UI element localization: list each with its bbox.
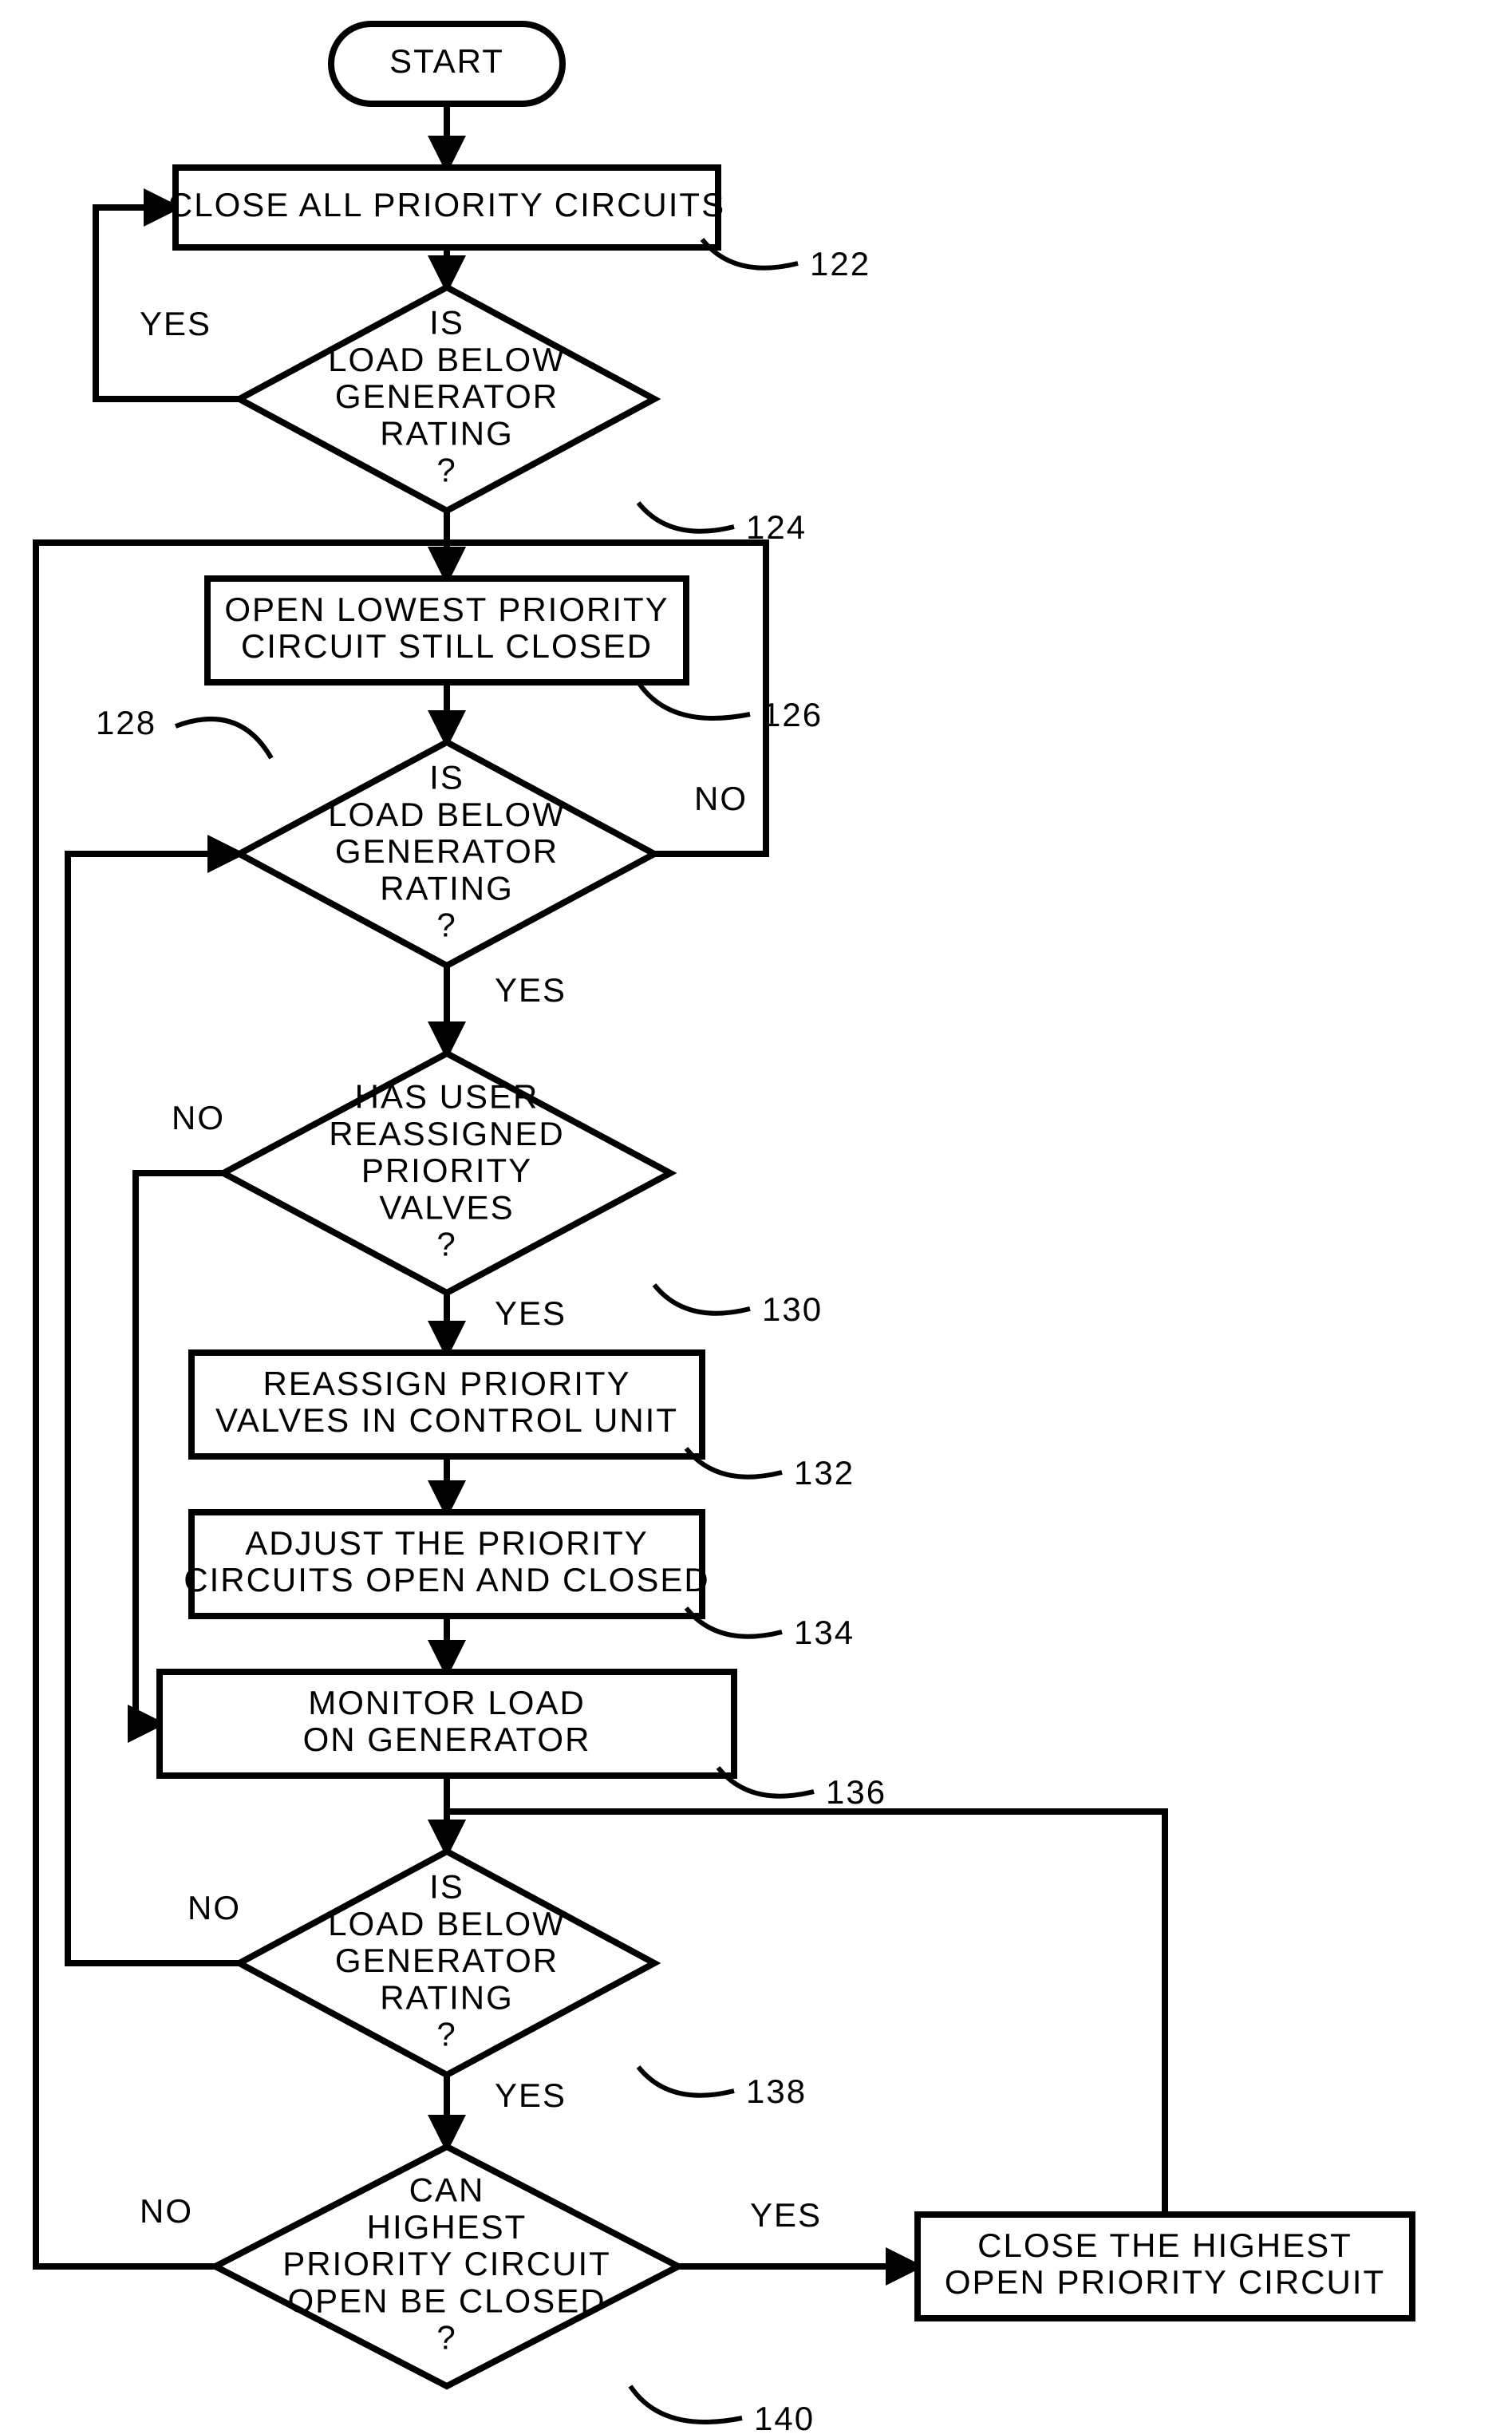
svg-text:VALVES: VALVES — [379, 1188, 514, 1226]
svg-text:REASSIGN PRIORITY: REASSIGN PRIORITY — [263, 1365, 630, 1402]
edge-label-e3: YES — [140, 305, 211, 342]
node-n138: ISLOAD BELOWGENERATORRATING? — [239, 1851, 654, 2075]
edge-label-e9: YES — [495, 1294, 567, 1332]
svg-text:OPEN BE CLOSED: OPEN BE CLOSED — [287, 2282, 606, 2319]
ref-label-n130: 130 — [762, 1290, 823, 1328]
edge-label-e8: NO — [172, 1099, 225, 1136]
svg-text:CLOSE THE HIGHEST: CLOSE THE HIGHEST — [977, 2227, 1352, 2264]
node-n124: ISLOAD BELOWGENERATORRATING? — [239, 287, 654, 511]
svg-text:HAS USER: HAS USER — [355, 1078, 539, 1116]
ref-label-n140: 140 — [754, 2400, 815, 2434]
svg-text:IS: IS — [429, 759, 464, 796]
ref-label-n132: 132 — [794, 1454, 855, 1492]
svg-text:?: ? — [436, 906, 456, 943]
svg-text:PRIORITY CIRCUIT: PRIORITY CIRCUIT — [282, 2245, 611, 2282]
svg-text:VALVES IN CONTROL UNIT: VALVES IN CONTROL UNIT — [215, 1401, 678, 1439]
svg-text:LOAD BELOW: LOAD BELOW — [328, 341, 566, 378]
svg-text:CIRCUIT STILL CLOSED: CIRCUIT STILL CLOSED — [241, 627, 653, 665]
edge-label-e7: YES — [495, 971, 567, 1009]
edge-label-e15: NO — [140, 2192, 193, 2230]
ref-label-n128: 128 — [96, 704, 156, 741]
svg-text:PRIORITY: PRIORITY — [361, 1152, 532, 1189]
node-n122: CLOSE ALL PRIORITY CIRCUITS — [168, 168, 725, 247]
svg-text:GENERATOR: GENERATOR — [335, 832, 559, 870]
node-start: START — [331, 24, 563, 104]
svg-text:?: ? — [436, 2318, 456, 2356]
ref-label-n138: 138 — [746, 2072, 807, 2110]
svg-text:CAN: CAN — [409, 2171, 485, 2209]
svg-text:REASSIGNED: REASSIGNED — [329, 1115, 564, 1152]
node-n126: OPEN LOWEST PRIORITYCIRCUIT STILL CLOSED — [207, 579, 686, 682]
svg-text:HIGHEST: HIGHEST — [367, 2208, 527, 2246]
svg-text:MONITOR LOAD: MONITOR LOAD — [308, 1684, 586, 1721]
edge-label-e13: NO — [188, 1889, 241, 1926]
svg-text:GENERATOR: GENERATOR — [335, 1942, 559, 1979]
svg-text:IS: IS — [429, 304, 464, 342]
ref-label-n134: 134 — [794, 1614, 855, 1651]
svg-text:LOAD BELOW: LOAD BELOW — [328, 1905, 566, 1942]
svg-text:START: START — [389, 42, 504, 80]
svg-text:OPEN PRIORITY CIRCUIT: OPEN PRIORITY CIRCUIT — [945, 2263, 1385, 2301]
node-n132: REASSIGN PRIORITYVALVES IN CONTROL UNIT — [191, 1353, 702, 1456]
svg-text:IS: IS — [429, 1868, 464, 1906]
svg-text:?: ? — [436, 1225, 456, 1262]
edge-label-e14: YES — [495, 2076, 567, 2114]
svg-text:CLOSE ALL PRIORITY CIRCUITS: CLOSE ALL PRIORITY CIRCUITS — [168, 186, 725, 223]
svg-text:RATING: RATING — [380, 1978, 514, 2016]
svg-text:OPEN LOWEST PRIORITY: OPEN LOWEST PRIORITY — [224, 591, 669, 628]
ref-label-n124: 124 — [746, 508, 807, 546]
nodes-layer: STARTCLOSE ALL PRIORITY CIRCUITS122ISLOA… — [96, 24, 1412, 2434]
edge-label-e16: YES — [750, 2196, 822, 2234]
flowchart-svg: YES NO YES NO YES NO YES NO YES START CLOSE ALL PR… — [0, 0, 1512, 2434]
ref-label-n122: 122 — [810, 245, 870, 283]
node-n140: CANHIGHESTPRIORITY CIRCUITOPEN BE CLOSED… — [215, 2147, 678, 2386]
edge-label-e6: NO — [694, 780, 748, 817]
node-n130: HAS USERREASSIGNEDPRIORITYVALVES? — [223, 1053, 670, 1293]
svg-text:?: ? — [436, 2015, 456, 2053]
node-n136: MONITOR LOADON GENERATOR — [160, 1672, 734, 1776]
svg-text:?: ? — [436, 451, 456, 488]
node-n_close: CLOSE THE HIGHESTOPEN PRIORITY CIRCUIT — [918, 2215, 1412, 2318]
svg-text:CIRCUITS OPEN AND CLOSED: CIRCUITS OPEN AND CLOSED — [184, 1561, 709, 1598]
svg-text:ON GENERATOR: ON GENERATOR — [303, 1721, 591, 1758]
svg-text:GENERATOR: GENERATOR — [335, 377, 559, 415]
node-n134: ADJUST THE PRIORITYCIRCUITS OPEN AND CLO… — [184, 1512, 709, 1616]
svg-text:ADJUST THE PRIORITY: ADJUST THE PRIORITY — [245, 1524, 649, 1562]
ref-label-n126: 126 — [762, 696, 823, 733]
svg-text:RATING: RATING — [380, 414, 514, 452]
node-n128: ISLOAD BELOWGENERATORRATING? — [239, 742, 654, 966]
ref-label-n136: 136 — [826, 1773, 886, 1811]
svg-text:LOAD BELOW: LOAD BELOW — [328, 796, 566, 833]
svg-text:RATING: RATING — [380, 869, 514, 907]
